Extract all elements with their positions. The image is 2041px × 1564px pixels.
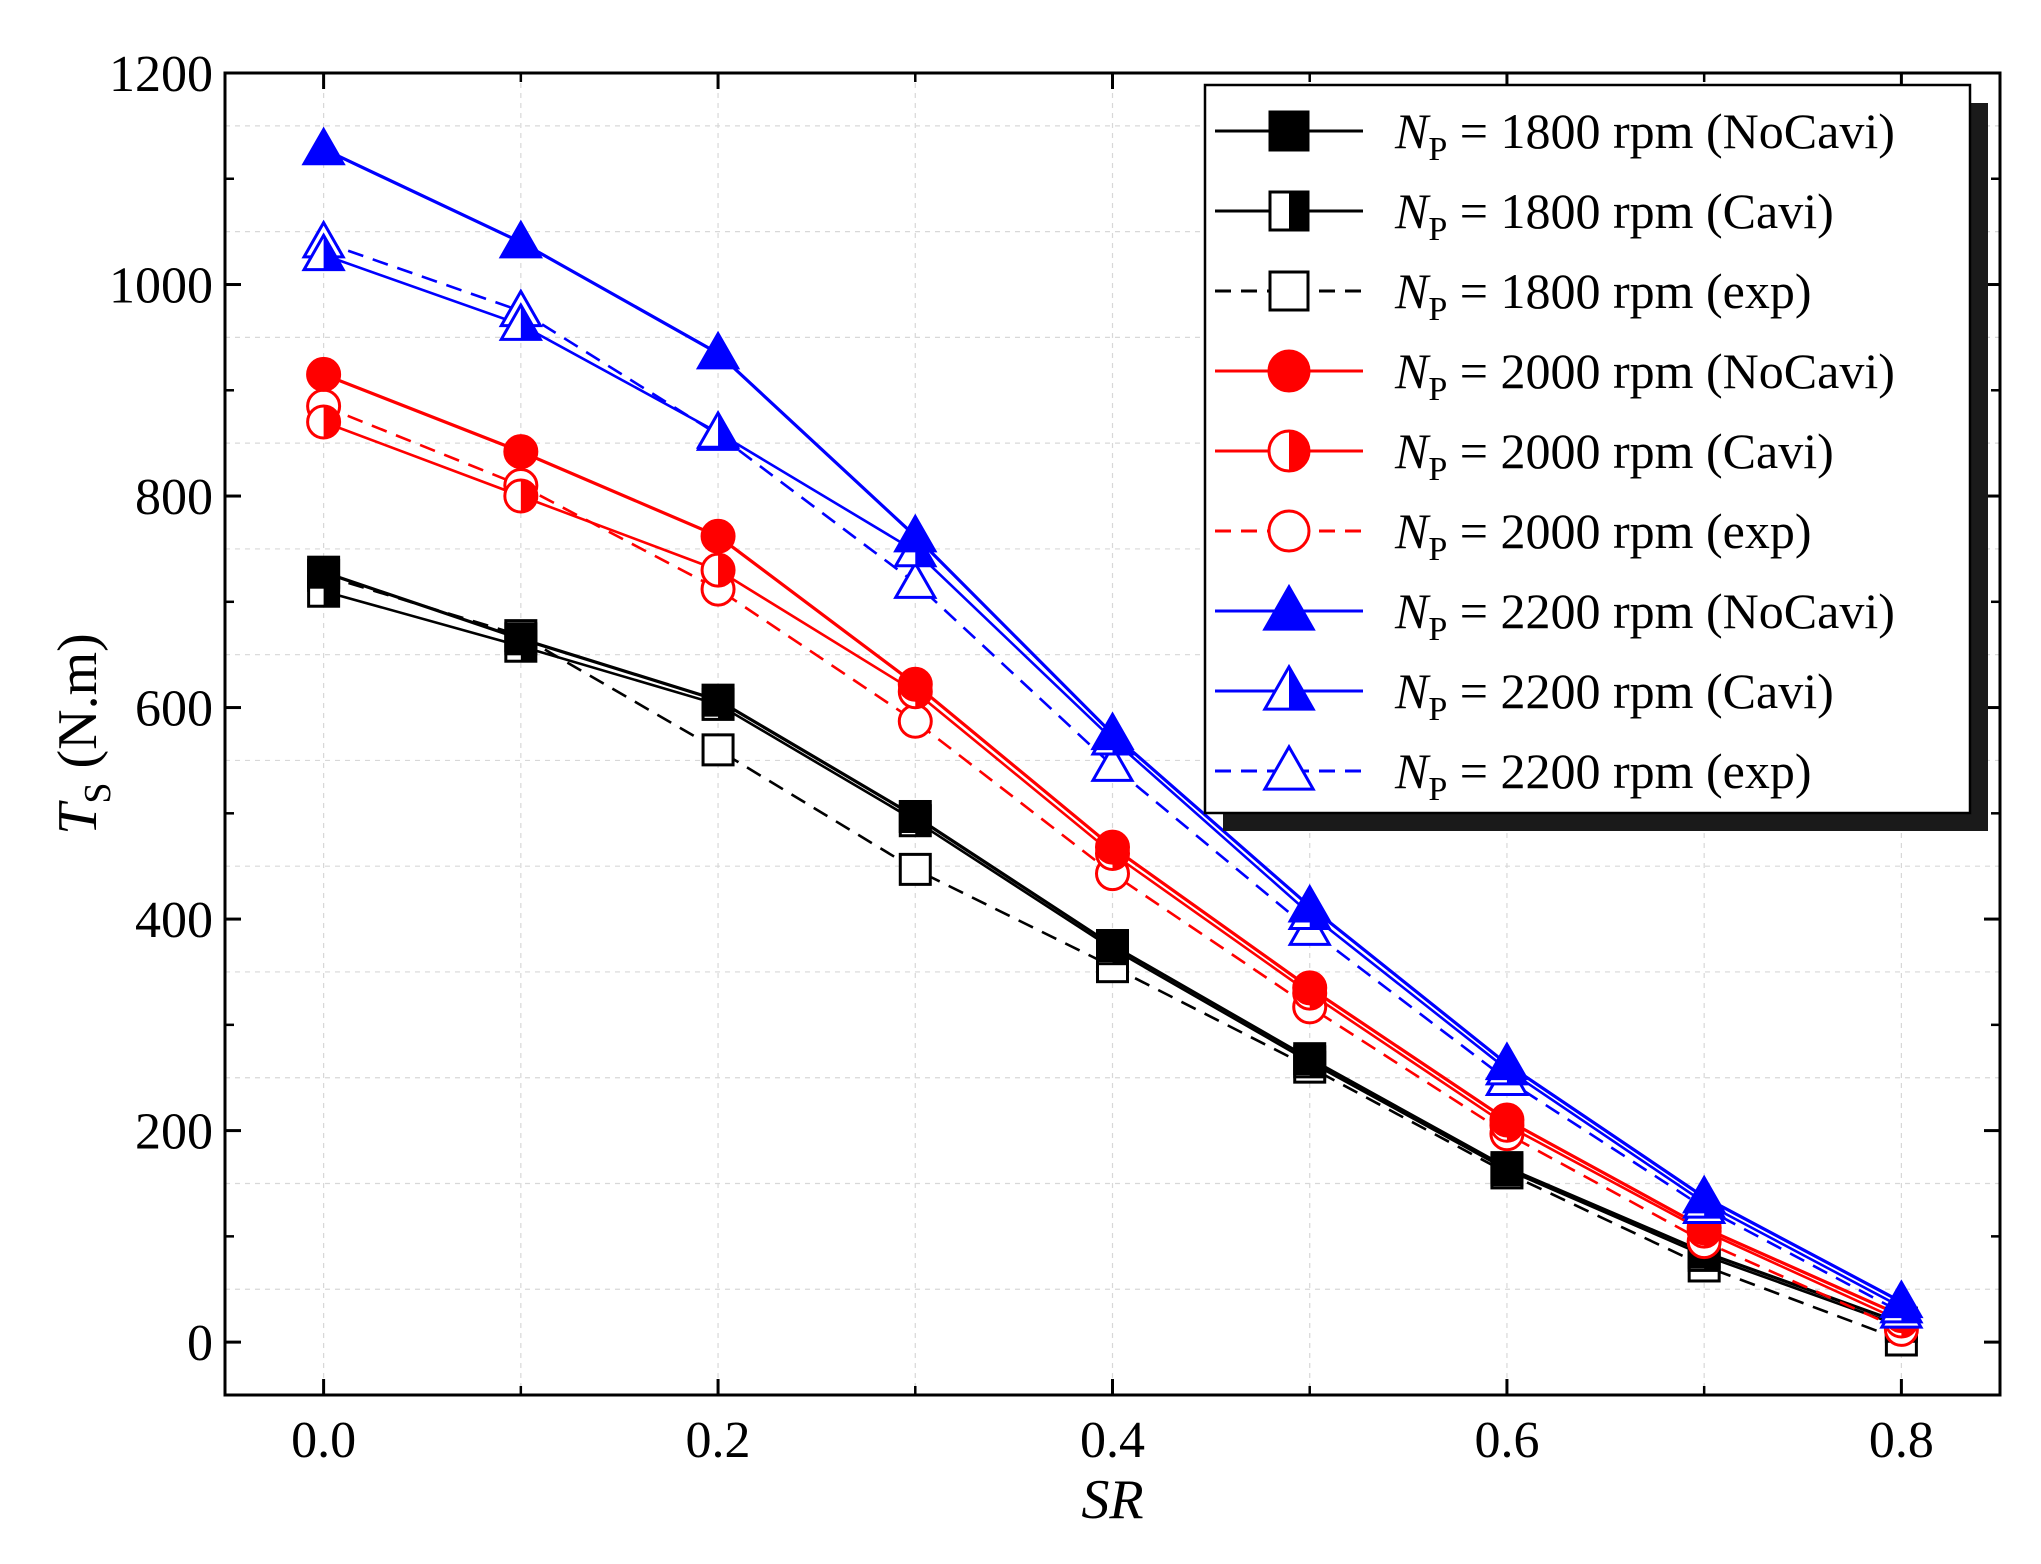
data-point-s0-0 [307, 555, 341, 589]
legend-label: NP = 1800 rpm (Cavi) [1394, 183, 1834, 248]
legend-item-7: NP = 2200 rpm (Cavi) [1215, 663, 1834, 728]
legend-label: NP = 1800 rpm (NoCavi) [1394, 103, 1895, 168]
x-tick-label: 0.2 [686, 1412, 751, 1469]
data-point-s6-3 [893, 513, 938, 553]
data-point-s6-8 [1879, 1279, 1924, 1319]
legend-label: NP = 1800 rpm (exp) [1394, 263, 1812, 328]
data-point-s0-3 [898, 799, 932, 833]
legend-marker [1268, 110, 1310, 152]
y-tick-label: 800 [135, 469, 213, 526]
data-point-s3-1 [503, 434, 539, 470]
data-point-s6-5 [1287, 883, 1332, 923]
x-tick-label: 0.6 [1474, 1412, 1539, 1469]
data-point-s0-1 [504, 622, 538, 656]
y-tick-label: 1000 [109, 258, 213, 315]
data-point-s4-0 [306, 404, 342, 440]
y-tick-label: 1200 [109, 46, 213, 103]
x-axis-label: SR [1081, 1469, 1143, 1531]
axes: 0 200 400 600 800 1000 1200 0.0 0.2 0.4 0.6 0.8 SR TS… [47, 46, 2002, 1531]
legend-item-4: NP = 2000 rpm (Cavi) [1215, 423, 1834, 488]
legend-item-5: NP = 2000 rpm (exp) [1215, 503, 1812, 568]
y-axis-label: TS (N.m) [47, 633, 119, 835]
data-point-s4-1 [503, 478, 539, 514]
data-point-s7-1 [498, 302, 543, 341]
legend-item-2: NP = 1800 rpm (exp) [1215, 263, 1812, 328]
legend-label: NP = 2200 rpm (NoCavi) [1394, 583, 1895, 648]
data-point-s6-1 [498, 219, 543, 259]
legend-marker [1262, 663, 1316, 711]
data-point-s7-2 [695, 410, 741, 449]
data-point-s8-4 [1090, 743, 1135, 782]
data-point-s6-2 [695, 330, 741, 370]
data-point-s0-2 [701, 683, 735, 717]
legend-marker [1267, 429, 1311, 473]
data-point-s3-6 [1489, 1102, 1525, 1138]
series-line-8 [323, 240, 1903, 1314]
legend-label: NP = 2200 rpm (exp) [1394, 743, 1812, 808]
data-point-s6-0 [301, 126, 346, 166]
data-point-s3-0 [306, 356, 342, 392]
legend: NP = 1800 rpm (NoCavi) NP = 1800 rpm (Cav… [1203, 83, 1988, 831]
data-point-s4-2 [700, 552, 736, 588]
data-point-s5-3 [897, 703, 933, 739]
x-tick-label: 0.8 [1869, 1412, 1934, 1469]
legend-item-1: NP = 1800 rpm (Cavi) [1215, 183, 1834, 248]
data-point-s3-5 [1292, 970, 1328, 1006]
data-point-s6-4 [1090, 711, 1135, 751]
series-group [301, 126, 1924, 1357]
y-tick-label: 600 [135, 681, 213, 738]
data-point-s2-3 [898, 852, 932, 886]
data-point-s6-7 [1682, 1174, 1727, 1214]
data-point-s8-3 [893, 560, 938, 599]
legend-marker [1262, 583, 1316, 631]
legend-label: NP = 2000 rpm (Cavi) [1394, 423, 1834, 488]
y-tick-label: 0 [187, 1315, 213, 1372]
legend-label: NP = 2200 rpm (Cavi) [1394, 663, 1834, 728]
legend-marker [1262, 743, 1316, 791]
data-point-s7-0 [301, 232, 346, 272]
legend-marker [1267, 349, 1311, 393]
legend-marker [1268, 190, 1310, 232]
legend-label: NP = 2000 rpm (exp) [1394, 503, 1812, 568]
legend-marker [1268, 270, 1310, 312]
data-point-s6-6 [1484, 1041, 1530, 1081]
data-point-s3-3 [897, 666, 933, 702]
legend-item-8: NP = 2200 rpm (exp) [1215, 743, 1812, 808]
x-tick-label: 0.0 [291, 1412, 356, 1469]
legend-item-6: NP = 2200 rpm (NoCavi) [1215, 583, 1895, 648]
legend-item-0: NP = 1800 rpm (NoCavi) [1215, 103, 1895, 168]
y-tick-label: 200 [135, 1104, 213, 1161]
data-point-s2-2 [701, 733, 735, 767]
data-point-s0-4 [1096, 929, 1129, 963]
y-tick-label: 400 [135, 892, 213, 949]
legend-marker [1267, 509, 1311, 553]
data-point-s3-2 [700, 518, 736, 554]
data-point-s0-6 [1490, 1151, 1524, 1185]
data-point-s3-4 [1095, 829, 1130, 865]
data-point-s0-5 [1293, 1042, 1327, 1076]
legend-label: NP = 2000 rpm (NoCavi) [1394, 343, 1895, 408]
legend-item-3: NP = 2000 rpm (NoCavi) [1215, 343, 1895, 408]
x-tick-label: 0.4 [1080, 1412, 1145, 1469]
